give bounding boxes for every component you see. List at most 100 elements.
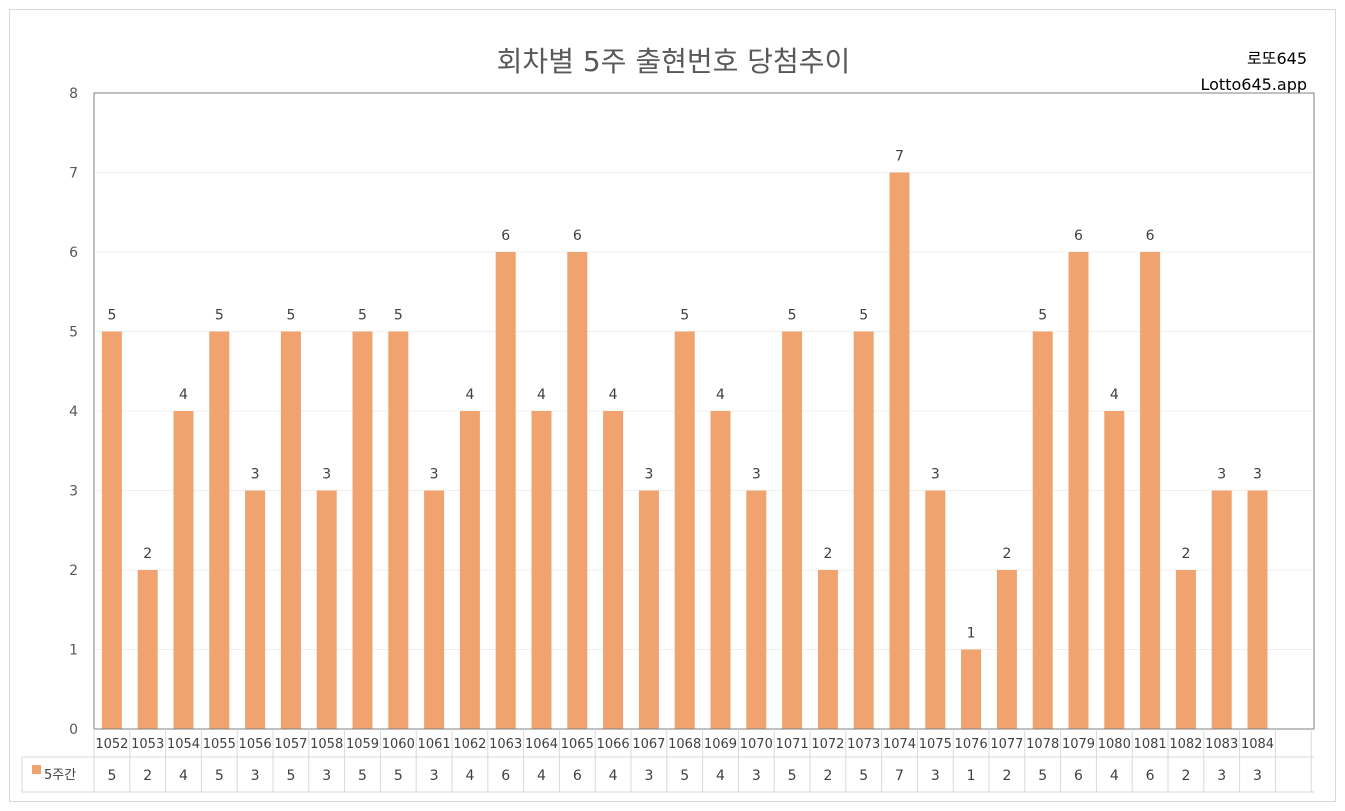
- data-label: 3: [430, 467, 439, 483]
- bar: [388, 331, 409, 729]
- y-tick-label: 0: [69, 722, 78, 738]
- bar: [782, 331, 803, 729]
- data-label: 4: [537, 387, 546, 403]
- bar: [925, 490, 946, 729]
- table-value: 5: [1038, 768, 1047, 784]
- data-label: 2: [143, 546, 152, 562]
- x-tick-label: 1072: [811, 737, 844, 752]
- x-tick-label: 1054: [167, 737, 200, 752]
- data-label: 5: [394, 308, 403, 324]
- bar: [495, 252, 516, 729]
- brand-url: Lotto645.app: [1200, 75, 1308, 94]
- data-label: 3: [931, 467, 940, 483]
- data-label: 2: [1002, 546, 1011, 562]
- x-tick-label: 1060: [382, 737, 415, 752]
- x-tick-label: 1065: [561, 737, 594, 752]
- x-tick-label: 1066: [597, 737, 630, 752]
- x-tick-label: 1070: [740, 737, 773, 752]
- table-value: 1: [967, 768, 976, 784]
- bar: [710, 411, 731, 729]
- x-tick-label: 1063: [489, 737, 522, 752]
- x-tick-label: 1061: [418, 737, 451, 752]
- y-tick-label: 5: [69, 325, 78, 341]
- data-label: 5: [286, 308, 295, 324]
- y-tick-label: 3: [69, 484, 78, 500]
- legend-swatch: [32, 765, 41, 774]
- bar: [603, 411, 624, 729]
- bar: [1211, 490, 1232, 729]
- bar: [961, 649, 982, 729]
- bar: [1032, 331, 1053, 729]
- table-value: 5: [107, 768, 116, 784]
- bar: [853, 331, 874, 729]
- y-tick-label: 2: [69, 563, 78, 579]
- bar: [280, 331, 301, 729]
- x-tick-label: 1073: [847, 737, 880, 752]
- bar: [638, 490, 659, 729]
- x-tick-label: 1083: [1205, 737, 1238, 752]
- table-value: 5: [680, 768, 689, 784]
- x-tick-label: 1082: [1169, 737, 1202, 752]
- table-value: 5: [286, 768, 295, 784]
- bar: [352, 331, 373, 729]
- x-tick-label: 1081: [1134, 737, 1167, 752]
- data-label: 3: [752, 467, 761, 483]
- x-tick-label: 1071: [776, 737, 809, 752]
- chart-title: 회차별 5주 출현번호 당첨추이: [496, 45, 851, 78]
- brand-name: 로또645: [1247, 49, 1307, 68]
- y-tick-label: 8: [69, 86, 78, 102]
- data-label: 4: [716, 387, 725, 403]
- bar: [1068, 252, 1089, 729]
- x-tick-label: 1068: [668, 737, 701, 752]
- bar: [209, 331, 230, 729]
- x-tick-label: 1069: [704, 737, 737, 752]
- table-value: 4: [609, 768, 618, 784]
- data-label: 6: [1074, 228, 1083, 244]
- table-value: 4: [1110, 768, 1119, 784]
- data-label: 5: [215, 308, 224, 324]
- x-tick-label: 1053: [131, 737, 164, 752]
- table-value: 4: [465, 768, 474, 784]
- data-label: 5: [1038, 308, 1047, 324]
- x-tick-label: 1078: [1026, 737, 1059, 752]
- x-tick-label: 1058: [310, 737, 343, 752]
- y-tick-label: 6: [69, 245, 78, 261]
- table-value: 3: [430, 768, 439, 784]
- x-tick-label: 1075: [919, 737, 952, 752]
- table-value: 3: [752, 768, 761, 784]
- data-label: 3: [322, 467, 331, 483]
- data-label: 2: [823, 546, 832, 562]
- table-value: 5: [859, 768, 868, 784]
- x-tick-label: 1052: [95, 737, 128, 752]
- x-tick-label: 1074: [883, 737, 916, 752]
- table-value: 2: [1002, 768, 1011, 784]
- data-label: 3: [1253, 467, 1262, 483]
- table-value: 5: [394, 768, 403, 784]
- table-value: 5: [215, 768, 224, 784]
- table-value: 3: [322, 768, 331, 784]
- data-label: 1: [967, 626, 976, 642]
- y-tick-label: 4: [69, 404, 78, 420]
- table-value: 7: [895, 768, 904, 784]
- bar: [173, 411, 194, 729]
- data-label: 3: [1217, 467, 1226, 483]
- table-value: 6: [1074, 768, 1083, 784]
- x-tick-label: 1062: [453, 737, 486, 752]
- bar: [316, 490, 337, 729]
- table-value: 5: [358, 768, 367, 784]
- legend-label: 5주간: [44, 768, 76, 783]
- x-tick-label: 1057: [274, 737, 307, 752]
- x-tick-label: 1076: [955, 737, 988, 752]
- bar: [137, 570, 158, 729]
- x-tick-label: 1056: [239, 737, 272, 752]
- data-label: 4: [1110, 387, 1119, 403]
- x-tick-label: 1077: [990, 737, 1023, 752]
- bar: [424, 490, 445, 729]
- table-value: 5: [788, 768, 797, 784]
- bar: [531, 411, 552, 729]
- data-label: 2: [1181, 546, 1190, 562]
- data-label: 7: [895, 149, 904, 165]
- x-tick-label: 1079: [1062, 737, 1095, 752]
- data-label: 4: [465, 387, 474, 403]
- bar: [817, 570, 838, 729]
